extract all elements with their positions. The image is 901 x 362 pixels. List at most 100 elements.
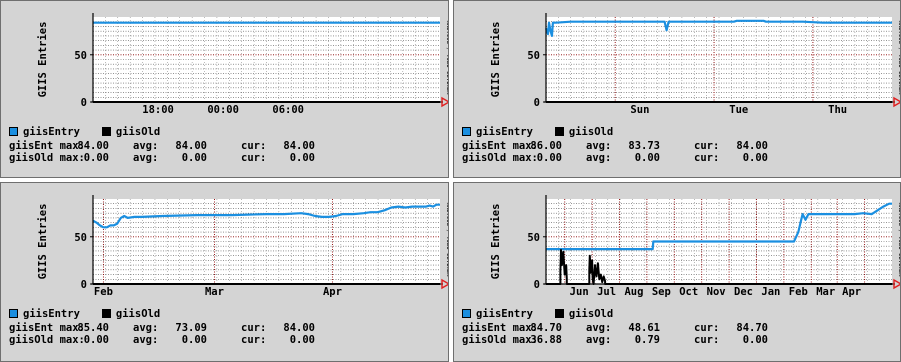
legend: giisEntry giisOld: [9, 307, 160, 320]
stat-cur-label: cur:: [694, 334, 720, 346]
stat-avg-label: avg:: [586, 152, 612, 164]
x-tick-label: Nov: [707, 286, 726, 298]
square-swatch-icon: [101, 309, 111, 318]
stat-max: 84.00: [77, 140, 109, 152]
series-line-giisentry: [546, 202, 892, 251]
stat-max: 36.88: [530, 334, 562, 346]
series-line-giisentry: [544, 19, 892, 38]
x-tick-label: Mar: [205, 286, 224, 298]
stats-table: giisEnt max: 85.40 avg: 73.09 cur: 84.00…: [9, 322, 429, 346]
stat-cur-label: cur:: [694, 140, 720, 152]
x-tick-label: Apr: [323, 286, 342, 298]
stat-max: 84.70: [530, 322, 562, 334]
y-tick-label: 50: [527, 232, 540, 244]
stats-row: giisEnt max: 86.00 avg: 83.73 cur: 84.00: [462, 140, 882, 152]
y-tick-label: 50: [527, 50, 540, 62]
y-axis-title: GIIS Entries: [490, 22, 502, 98]
chart-svg: 0 50 Jun Jul Aug Sep Oct Nov Dec Jan Feb Mar Apr GIIS…: [490, 195, 901, 298]
stats-row: giisOld max: 0.00 avg: 0.00 cur: 0.00: [9, 334, 429, 346]
y-tick-label: 50: [74, 50, 87, 62]
series-line-giisentry: [92, 203, 440, 229]
stat-cur-label: cur:: [241, 140, 267, 152]
x-tick-label: Dec: [734, 286, 753, 298]
watermark-text: RRDTOOL / TOBI OETIKER: [897, 202, 901, 277]
stats-row: giisOld max: 0.00 avg: 0.00 cur: 0.00: [462, 152, 882, 164]
square-swatch-icon: [101, 127, 111, 136]
stat-cur-label: cur:: [694, 322, 720, 334]
stats-row: giisOld max: 0.00 avg: 0.00 cur: 0.00: [9, 152, 429, 164]
stat-avg: 48.61: [628, 322, 660, 334]
y-tick-label: 0: [534, 279, 540, 291]
stats-table: giisEnt max: 86.00 avg: 83.73 cur: 84.00…: [462, 140, 882, 164]
watermark-text: RRDTOOL / TOBI OETIKER: [445, 202, 449, 277]
chart-svg: 0 50 Feb Mar Apr GIIS Entries RRDTOOL / TOBI O…: [37, 195, 449, 298]
legend: giisEntry giisOld: [9, 125, 160, 138]
stats-table: giisEnt max: 84.00 avg: 84.00 cur: 84.00…: [9, 140, 429, 164]
stats-row: giisEnt max: 84.00 avg: 84.00 cur: 84.00: [9, 140, 429, 152]
stat-avg-label: avg:: [133, 334, 159, 346]
stat-cur: 0.00: [742, 152, 768, 164]
chart-svg: 0 50 18:00 00:00 06:00 GIIS Entries RRDTOOL / …: [37, 13, 448, 116]
square-swatch-icon: [9, 127, 18, 136]
square-swatch-icon: [9, 309, 18, 318]
x-tick-label: Feb: [789, 286, 808, 298]
arrow-right-icon: [441, 96, 448, 108]
stat-avg: 84.00: [175, 140, 207, 152]
stats-table: giisEnt max: 84.70 avg: 48.61 cur: 84.70…: [462, 322, 882, 346]
x-tick-label: 00:00: [207, 104, 239, 116]
y-tick-label: 50: [74, 232, 87, 244]
square-swatch-icon: [554, 309, 564, 318]
x-tick-label: Feb: [94, 286, 113, 298]
x-tick-label: Tue: [729, 104, 748, 116]
stat-cur: 0.00: [289, 334, 315, 346]
x-tick-label: Mar: [816, 286, 835, 298]
stat-cur-label: cur:: [694, 152, 720, 164]
stat-cur: 84.70: [736, 322, 768, 334]
stat-avg: 0.00: [181, 334, 207, 346]
stat-avg: 0.79: [634, 334, 660, 346]
x-tick-label: Jan: [761, 286, 780, 298]
stat-avg-label: avg:: [133, 322, 159, 334]
stat-avg-label: avg:: [586, 140, 612, 152]
legend-label-giisentry: giisEntry: [23, 125, 80, 138]
y-tick-label: 0: [81, 279, 87, 291]
x-tick-label: 06:00: [272, 104, 304, 116]
stat-cur: 0.00: [289, 152, 315, 164]
x-tick-label: Aug: [624, 286, 643, 298]
stats-row: giisEnt max: 85.40 avg: 73.09 cur: 84.00: [9, 322, 429, 334]
y-axis-title: GIIS Entries: [37, 22, 49, 98]
stat-series-name: giisEnt max:: [9, 322, 85, 334]
stat-series-name: giisEnt max:: [9, 140, 85, 152]
arrow-right-icon: [441, 278, 448, 290]
legend: giisEntry giisOld: [462, 307, 613, 320]
rrd-graph-panel-4: 0 50 Jun Jul Aug Sep Oct Nov Dec Jan Feb Mar Apr GIIS…: [453, 182, 901, 362]
stat-max: 0.00: [83, 152, 109, 164]
stat-max: 0.00: [83, 334, 109, 346]
y-tick-label: 0: [81, 97, 87, 109]
stat-series-name: giisEnt max:: [462, 322, 538, 334]
series-line-giisold: [546, 249, 892, 285]
square-swatch-icon: [462, 309, 471, 318]
x-tick-label: Sun: [630, 104, 649, 116]
x-tick-label: 18:00: [142, 104, 174, 116]
stat-avg: 0.00: [181, 152, 207, 164]
stat-avg-label: avg:: [586, 334, 612, 346]
stat-max: 85.40: [77, 322, 109, 334]
legend-label-giisentry: giisEntry: [23, 307, 80, 320]
stat-max: 0.00: [536, 152, 562, 164]
y-axis-title: GIIS Entries: [490, 204, 502, 280]
legend-label-giisold: giisOld: [115, 125, 161, 138]
stat-cur: 84.00: [283, 140, 315, 152]
stat-avg-label: avg:: [133, 140, 159, 152]
rrd-graph-panel-3: 0 50 Feb Mar Apr GIIS Entries RRDTOOL / TOBI O…: [0, 182, 449, 362]
stat-cur: 0.00: [742, 334, 768, 346]
stat-avg-label: avg:: [586, 322, 612, 334]
rrd-graph-panel-2: 0 50 Sun Tue Thu GIIS Entries RRDTOOL / TOBI O…: [453, 0, 901, 178]
stat-avg: 83.73: [628, 140, 660, 152]
x-tick-label: Jul: [597, 286, 616, 298]
legend-label-giisold: giisOld: [568, 307, 614, 320]
square-swatch-icon: [462, 127, 471, 136]
x-tick-label: Apr: [842, 286, 861, 298]
legend-label-giisentry: giisEntry: [476, 125, 533, 138]
legend-label-giisold: giisOld: [115, 307, 161, 320]
